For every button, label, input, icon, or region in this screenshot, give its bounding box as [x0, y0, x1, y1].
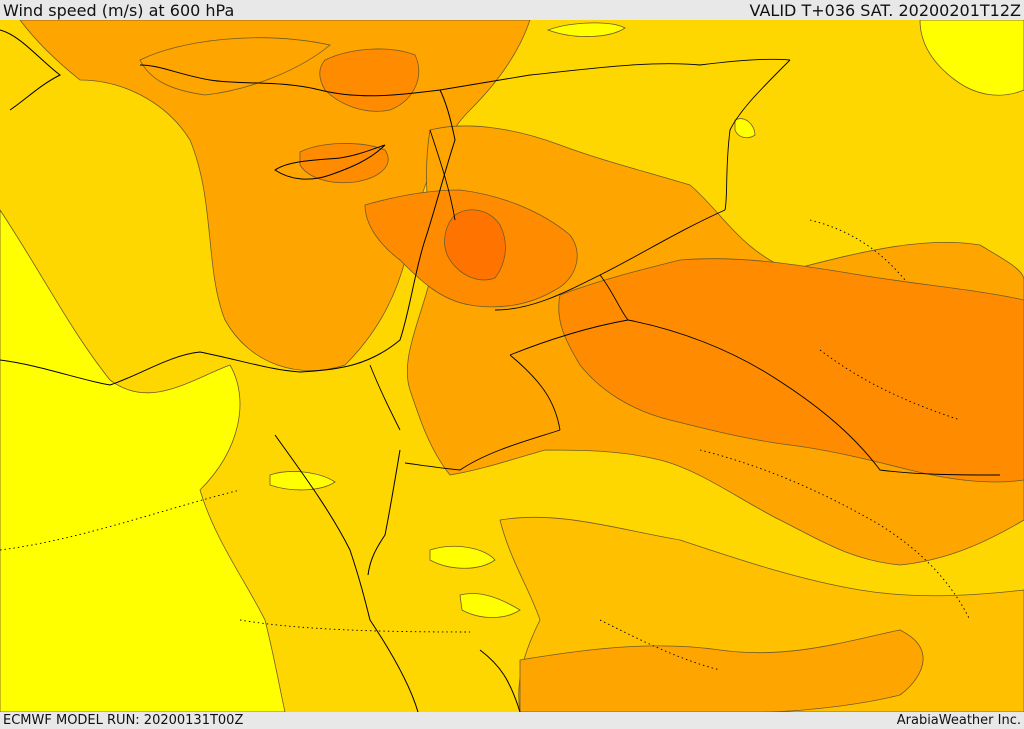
- dark-orange-patch-north: [319, 48, 420, 112]
- map-header: Wind speed (m/s) at 600 hPa VALID T+036 …: [0, 0, 1024, 20]
- map-title: Wind speed (m/s) at 600 hPa: [3, 0, 235, 20]
- light-patch-south: [429, 545, 496, 569]
- coastlines: [0, 29, 521, 712]
- orange-band-south: [519, 629, 924, 712]
- light-patch-red-sea: [269, 471, 336, 491]
- dark-orange-jet-east: [558, 258, 1024, 483]
- light-patch-east: [734, 118, 756, 139]
- weather-map: [0, 20, 1024, 712]
- light-patch-southwest: [459, 593, 521, 618]
- low-wind-region-west: [0, 209, 286, 712]
- orange-band-anatolia: [139, 37, 331, 96]
- light-patch-north: [546, 22, 626, 37]
- model-run: ECMWF MODEL RUN: 20200131T00Z: [3, 713, 244, 728]
- orange-band-north: [19, 20, 531, 371]
- dotted-boundaries: [0, 219, 971, 671]
- low-wind-region-northeast: [919, 20, 1024, 96]
- valid-time: VALID T+036 SAT. 20200201T12Z: [749, 0, 1021, 20]
- credit: ArabiaWeather Inc.: [896, 713, 1021, 728]
- map-footer: ECMWF MODEL RUN: 20200131T00Z ArabiaWeat…: [0, 712, 1024, 729]
- darkest-core-levant: [444, 209, 506, 281]
- country-borders: [369, 58, 1001, 476]
